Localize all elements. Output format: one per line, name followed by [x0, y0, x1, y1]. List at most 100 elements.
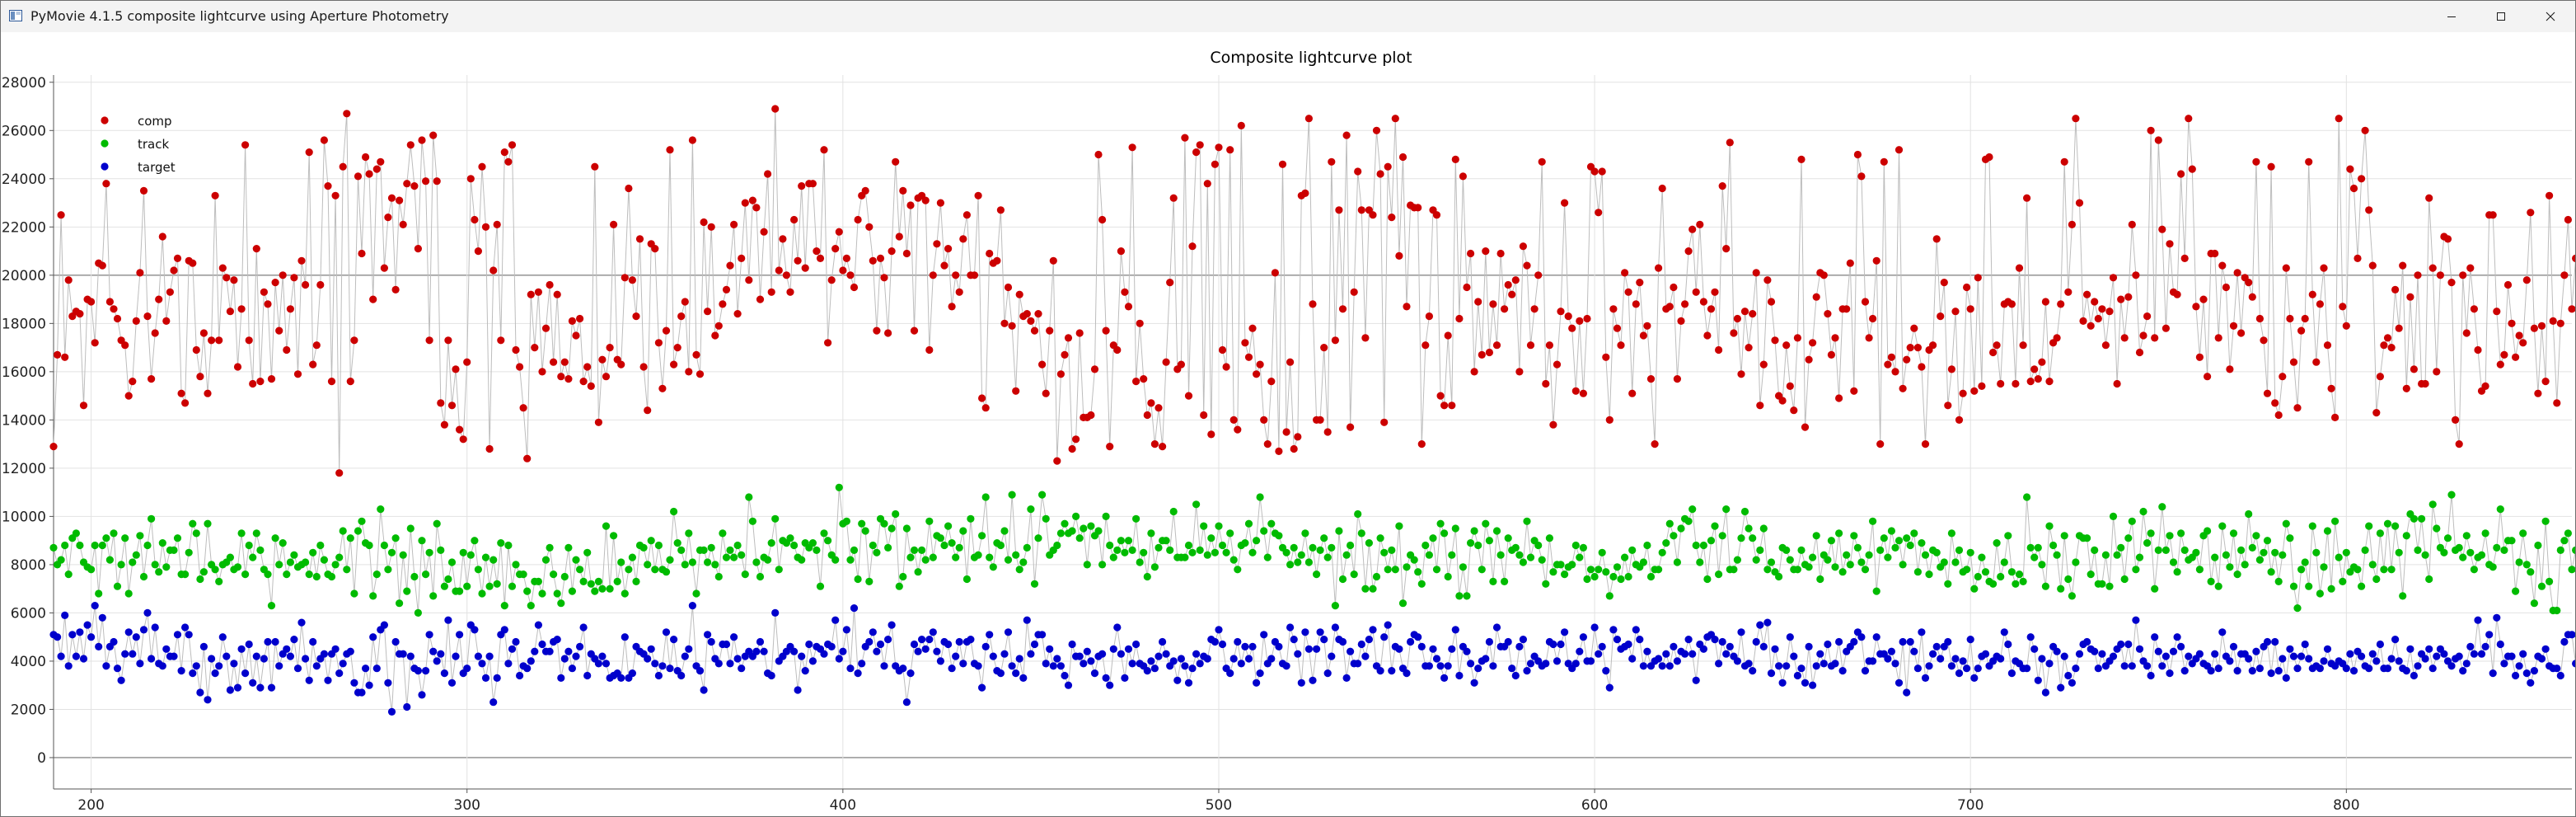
data-point-track — [527, 602, 535, 610]
data-point-track — [2440, 548, 2448, 556]
data-point-comp — [568, 317, 577, 325]
data-point-comp — [602, 373, 611, 381]
data-point-comp — [1846, 259, 1854, 267]
data-point-target — [369, 633, 377, 641]
title-bar[interactable]: PyMovie 4.1.5 composite lightcurve using… — [1, 1, 2575, 32]
data-point-comp — [1316, 416, 1324, 424]
data-point-target — [173, 631, 182, 639]
data-point-track — [1824, 556, 1832, 564]
minimize-button[interactable] — [2427, 1, 2476, 32]
data-point-track — [1128, 546, 1136, 555]
data-point-comp — [711, 331, 719, 340]
data-point-track — [553, 589, 561, 598]
data-point-comp — [489, 266, 498, 275]
data-point-track — [2282, 519, 2290, 528]
data-point-comp — [1034, 310, 1042, 318]
lightcurve-chart[interactable]: Composite lightcurve plot 02000400060008… — [1, 32, 2575, 816]
data-point-comp — [1169, 194, 1178, 202]
data-point-comp — [335, 469, 344, 477]
data-point-track — [2534, 541, 2542, 550]
data-point-track — [72, 529, 80, 538]
data-point-track — [233, 563, 242, 571]
data-point-target — [61, 611, 69, 620]
data-point-comp — [1046, 326, 1054, 335]
data-point-track — [2245, 509, 2253, 519]
data-point-target — [1117, 650, 1125, 658]
data-point-target — [1782, 662, 1791, 670]
data-point-track — [1121, 548, 1129, 556]
data-point-target — [1639, 662, 1647, 670]
data-point-comp — [1993, 341, 2001, 350]
data-point-target — [177, 667, 185, 675]
data-point-target — [1087, 657, 1095, 665]
data-point-comp — [1771, 336, 1779, 345]
data-point-comp — [2248, 293, 2256, 301]
data-point-comp — [2068, 220, 2076, 228]
data-point-track — [1835, 529, 1843, 538]
data-point-target — [1004, 628, 1013, 636]
data-point-comp — [1027, 317, 1035, 325]
data-point-target — [102, 662, 110, 670]
data-point-target — [677, 671, 686, 680]
data-point-track — [2477, 551, 2486, 559]
data-point-target — [1019, 674, 1028, 683]
data-point-target — [199, 642, 208, 651]
data-point-target — [952, 652, 960, 660]
data-point-track — [1571, 541, 1580, 550]
data-point-target — [1237, 660, 1245, 668]
data-point-comp — [497, 336, 505, 345]
data-point-comp — [1177, 360, 1185, 369]
data-point-comp — [233, 363, 242, 371]
data-point-comp — [1665, 303, 1674, 311]
data-point-track — [704, 558, 712, 566]
data-point-comp — [365, 170, 373, 178]
data-point-track — [1797, 546, 1806, 555]
data-point-target — [1733, 657, 1741, 665]
data-point-track — [1301, 529, 1309, 538]
data-point-track — [654, 541, 663, 550]
data-point-comp — [2380, 341, 2388, 350]
data-point-track — [873, 548, 881, 556]
data-point-comp — [1012, 387, 1020, 395]
data-point-comp — [1162, 358, 1170, 366]
data-point-comp — [384, 214, 392, 222]
data-point-target — [2060, 652, 2068, 660]
data-point-target — [2161, 652, 2170, 660]
maximize-button[interactable] — [2476, 1, 2526, 32]
data-point-comp — [1526, 341, 1535, 350]
data-point-comp — [271, 279, 279, 287]
data-point-comp — [2383, 334, 2392, 342]
data-point-track — [1357, 529, 1365, 538]
data-point-target — [1451, 626, 1459, 634]
data-point-target — [1715, 660, 1723, 668]
data-point-track — [1061, 519, 1069, 528]
data-point-target — [996, 669, 1005, 678]
data-point-comp — [1827, 350, 1835, 359]
close-button[interactable] — [2526, 1, 2575, 32]
data-point-track — [2041, 582, 2049, 590]
data-point-target — [1831, 660, 1839, 668]
data-point-track — [1989, 580, 1998, 588]
data-point-target — [208, 655, 216, 663]
data-point-target — [1899, 637, 1907, 646]
data-point-target — [245, 640, 253, 649]
data-point-comp — [151, 329, 159, 337]
data-point-comp — [1932, 235, 1941, 243]
data-point-target — [1256, 669, 1264, 678]
data-point-comp — [2192, 303, 2200, 311]
data-point-target — [425, 631, 433, 639]
data-point-target — [185, 631, 193, 639]
data-point-target — [1030, 640, 1039, 649]
data-point-comp — [2147, 126, 2155, 134]
data-point-comp — [1515, 368, 1524, 376]
data-point-target — [1745, 660, 1753, 668]
data-point-target — [1718, 637, 1726, 646]
data-point-track — [1414, 568, 1422, 576]
data-point-track — [854, 575, 862, 584]
data-point-track — [196, 575, 204, 584]
data-point-comp — [2414, 271, 2422, 279]
plot-area[interactable]: Composite lightcurve plot 0 2000 4000 6000 8… — [1, 32, 2575, 816]
data-point-track — [986, 553, 994, 561]
data-point-target — [83, 621, 91, 629]
